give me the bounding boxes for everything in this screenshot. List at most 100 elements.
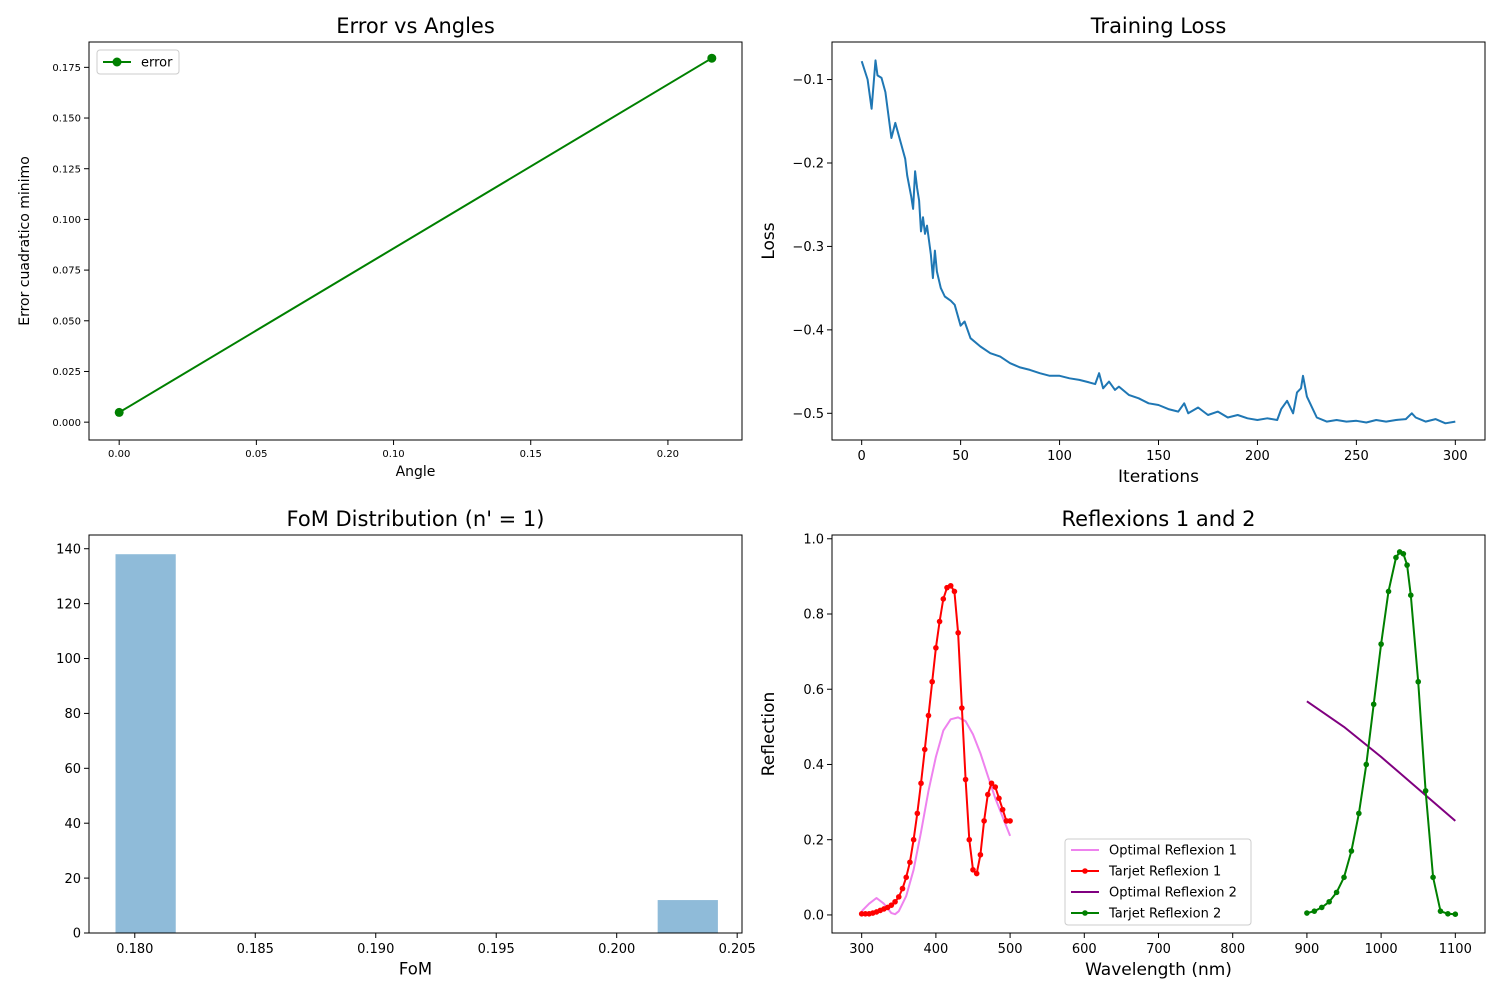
chart-title: Training Loss bbox=[1090, 14, 1227, 38]
chart-title: Reflexions 1 and 2 bbox=[1062, 507, 1256, 531]
y-tick-label: 40 bbox=[64, 817, 81, 832]
y-tick-label: 20 bbox=[64, 872, 81, 887]
y-axis-label: Error cuadratico minimo bbox=[17, 156, 33, 326]
x-tick-label: 1100 bbox=[1439, 942, 1472, 957]
y-tick-label: −0.2 bbox=[792, 157, 824, 172]
series-4-point bbox=[1311, 908, 1318, 914]
plot-area bbox=[115, 554, 718, 933]
series-4-point bbox=[1348, 848, 1355, 854]
x-tick-label: 0 bbox=[858, 449, 866, 464]
legend-label: error bbox=[141, 56, 173, 71]
legend-label: Optimal Reflexion 2 bbox=[1109, 886, 1237, 901]
axes-frame bbox=[88, 534, 743, 934]
x-tick-label: 0.190 bbox=[357, 942, 394, 957]
x-tick-label: 200 bbox=[1245, 449, 1270, 464]
series-line-2 bbox=[861, 584, 1011, 915]
y-tick-label: 0.8 bbox=[803, 608, 824, 623]
series-2-point bbox=[933, 645, 939, 651]
series-2-point bbox=[985, 791, 991, 798]
y-tick-label: 120 bbox=[56, 597, 81, 612]
y-axis-label: Loss bbox=[759, 222, 779, 259]
legend-box bbox=[96, 49, 180, 75]
series-2-point bbox=[925, 712, 932, 719]
y-tick-label: 0.150 bbox=[52, 114, 81, 125]
x-tick-label: 0.05 bbox=[245, 449, 267, 460]
x-axis-label: Wavelength (nm) bbox=[1085, 960, 1232, 980]
y-tick-label: 140 bbox=[56, 542, 81, 557]
series-2-point bbox=[918, 780, 924, 787]
subplot-4: 300 400 500 600 700 800 900 1000 1100 0.0 0.2 0.4 0.… bbox=[759, 507, 1486, 980]
series-4-point bbox=[1415, 678, 1422, 685]
series-1-point bbox=[114, 407, 124, 417]
x-tick-label: 0.185 bbox=[237, 942, 274, 957]
series-4-point bbox=[1404, 562, 1410, 568]
histogram-bar-1 bbox=[115, 554, 176, 933]
x-tick-label: 0.195 bbox=[478, 942, 515, 957]
y-tick-label: 100 bbox=[56, 652, 81, 667]
y-tick-label: 0.075 bbox=[52, 266, 81, 277]
y-tick-label: −0.5 bbox=[792, 407, 824, 422]
legend-label: Tarjet Reflexion 1 bbox=[1108, 865, 1221, 880]
series-4-point bbox=[1304, 910, 1310, 916]
series-4-point bbox=[1341, 874, 1347, 881]
x-tick-label: 900 bbox=[1294, 942, 1319, 957]
x-tick-label: 500 bbox=[998, 942, 1023, 957]
x-tick-label: 600 bbox=[1072, 942, 1097, 957]
series-2-point bbox=[888, 902, 895, 908]
y-tick-label: 0.6 bbox=[803, 683, 824, 698]
series-2-point bbox=[966, 836, 973, 843]
series-4-point bbox=[1437, 908, 1444, 914]
x-tick-label: 700 bbox=[1146, 942, 1171, 957]
x-tick-label: 400 bbox=[923, 942, 948, 957]
histogram-bar-2 bbox=[657, 900, 718, 933]
y-axis-label: Reflection bbox=[759, 692, 779, 777]
y-tick-label: 0 bbox=[73, 927, 81, 942]
series-line-4 bbox=[1306, 550, 1456, 916]
plot-area bbox=[114, 53, 717, 417]
x-tick-label: 50 bbox=[952, 449, 969, 464]
x-tick-label: 0.10 bbox=[382, 449, 404, 460]
series-2-point bbox=[996, 795, 1002, 802]
x-tick-label: 100 bbox=[1047, 449, 1072, 464]
series-2-point bbox=[973, 870, 980, 877]
series-4-point bbox=[1430, 874, 1436, 881]
x-tick-label: 0.15 bbox=[520, 449, 542, 460]
x-tick-label: 800 bbox=[1220, 942, 1245, 957]
series-2-point bbox=[981, 818, 987, 824]
legend-marker bbox=[112, 57, 122, 67]
x-axis-label: Iterations bbox=[1118, 467, 1199, 487]
y-tick-label: 0.175 bbox=[52, 63, 81, 74]
series-2-point bbox=[951, 588, 958, 595]
series-2-point bbox=[914, 810, 921, 817]
y-tick-label: 0.000 bbox=[52, 418, 81, 429]
series-2-point bbox=[903, 874, 910, 881]
legend: Optimal Reflexion 1 Tarjet Reflexion 1 Opt… bbox=[1064, 838, 1252, 926]
x-tick-label: 0.00 bbox=[108, 449, 130, 460]
y-tick-label: 0.050 bbox=[52, 316, 81, 327]
subplot-2: 0 50 100 150 200 250 300 −0.5 −0.4 −0.3 −0.2 −0.1 Tr… bbox=[759, 14, 1486, 487]
series-4-point bbox=[1445, 911, 1451, 917]
series-4-point bbox=[1385, 588, 1392, 595]
series-2-point bbox=[999, 806, 1006, 813]
legend: error bbox=[96, 49, 180, 75]
series-2-point bbox=[892, 898, 898, 905]
legend-label: Tarjet Reflexion 2 bbox=[1108, 907, 1221, 922]
legend-marker bbox=[1082, 868, 1088, 874]
y-tick-label: 60 bbox=[64, 762, 81, 777]
series-4-point bbox=[1356, 810, 1362, 817]
series-1-point bbox=[707, 53, 717, 63]
plot-area bbox=[860, 59, 1456, 425]
x-tick-label: 250 bbox=[1344, 449, 1369, 464]
y-tick-label: −0.1 bbox=[792, 73, 824, 88]
series-2-point bbox=[1007, 818, 1013, 824]
series-2-point bbox=[959, 705, 965, 711]
series-2-point bbox=[988, 780, 995, 787]
series-4-point bbox=[1452, 911, 1459, 917]
series-2-point bbox=[929, 678, 935, 685]
series-2-point bbox=[977, 851, 984, 858]
series-2-point bbox=[962, 776, 969, 783]
subplot-1: 0.00 0.05 0.10 0.15 0.20 0.000 0.025 0.050 0.075… bbox=[17, 14, 743, 480]
y-tick-label: 80 bbox=[64, 707, 81, 722]
x-tick-label: 150 bbox=[1146, 449, 1171, 464]
series-line-1 bbox=[860, 716, 1012, 916]
